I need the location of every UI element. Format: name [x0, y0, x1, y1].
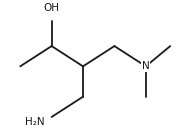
Text: H₂N: H₂N	[25, 117, 45, 127]
Text: OH: OH	[44, 3, 60, 13]
Text: N: N	[142, 61, 150, 71]
